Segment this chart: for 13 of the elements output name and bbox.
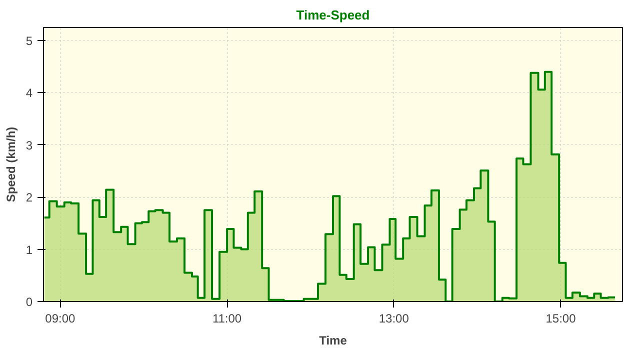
x-tick-label: 15:00 <box>546 312 576 326</box>
y-tick-label: 4 <box>26 86 33 100</box>
x-tick-label: 09:00 <box>45 312 76 326</box>
x-tick-label: 11:00 <box>212 312 242 326</box>
y-tick-label: 0 <box>26 295 33 309</box>
y-tick-label: 5 <box>26 34 33 48</box>
x-tick-label: 13:00 <box>378 312 410 326</box>
y-tick-label: 2 <box>26 190 33 205</box>
y-tick-label: 1 <box>26 242 33 257</box>
y-tick-label: 3 <box>26 138 33 152</box>
y-axis-title: Speed (km/h) <box>4 126 18 202</box>
chart-title: Time-Speed <box>296 8 370 22</box>
x-axis-title: Time <box>319 334 348 348</box>
